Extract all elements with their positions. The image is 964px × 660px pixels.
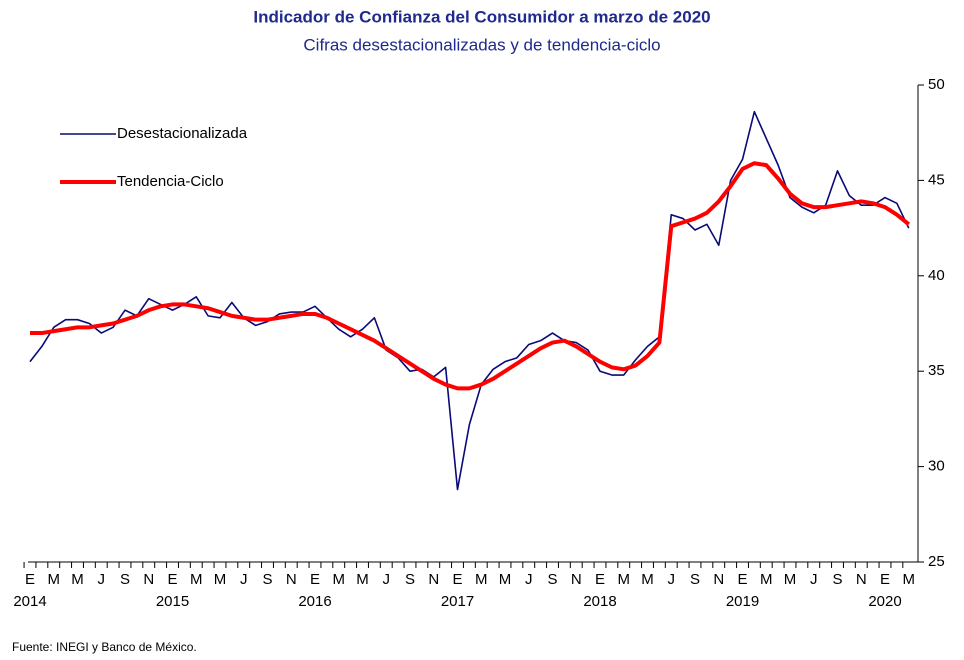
x-tick-label: M bbox=[356, 571, 369, 588]
x-tick-label: M bbox=[903, 571, 916, 588]
x-tick-label: M bbox=[784, 571, 797, 588]
x-tick-label: E bbox=[880, 571, 890, 588]
x-tick-label: E bbox=[452, 571, 462, 588]
x-tick-label: N bbox=[428, 571, 439, 588]
year-label: 2019 bbox=[726, 593, 759, 610]
x-tick-label: M bbox=[48, 571, 61, 588]
x-tick-label: M bbox=[499, 571, 512, 588]
x-tick-label: M bbox=[475, 571, 488, 588]
year-label: 2015 bbox=[156, 593, 189, 610]
x-tick-label: E bbox=[595, 571, 605, 588]
x-tick-label: N bbox=[856, 571, 867, 588]
x-tick-label: J bbox=[525, 571, 533, 588]
x-tick-label: N bbox=[571, 571, 582, 588]
x-tick-label: J bbox=[383, 571, 391, 588]
x-tick-label: S bbox=[690, 571, 700, 588]
x-tick-label: M bbox=[333, 571, 346, 588]
x-tick-label: S bbox=[262, 571, 272, 588]
x-tick-label: E bbox=[310, 571, 320, 588]
y-tick-label: 40 bbox=[928, 267, 945, 284]
x-tick-label: S bbox=[120, 571, 130, 588]
year-label: 2014 bbox=[13, 593, 46, 610]
y-tick-label: 45 bbox=[928, 171, 945, 188]
x-tick-label: J bbox=[98, 571, 106, 588]
x-tick-label: E bbox=[737, 571, 747, 588]
x-tick-label: N bbox=[286, 571, 297, 588]
series-line bbox=[30, 161, 911, 391]
year-label: 2018 bbox=[583, 593, 616, 610]
x-tick-label: M bbox=[641, 571, 654, 588]
x-tick-label: N bbox=[143, 571, 154, 588]
chart-title: Indicador de Confianza del Consumidor a … bbox=[253, 7, 710, 26]
chart-subtitle: Cifras desestacionalizadas y de tendenci… bbox=[303, 35, 660, 54]
x-tick-label: E bbox=[25, 571, 35, 588]
year-label: 2020 bbox=[868, 593, 901, 610]
x-tick-label: J bbox=[810, 571, 818, 588]
x-tick-label: M bbox=[618, 571, 631, 588]
x-tick-label: J bbox=[240, 571, 248, 588]
x-tick-label: J bbox=[668, 571, 676, 588]
x-tick-label: S bbox=[547, 571, 557, 588]
year-label: 2017 bbox=[441, 593, 474, 610]
x-tick-label: M bbox=[760, 571, 773, 588]
x-tick-label: M bbox=[71, 571, 84, 588]
y-tick-label: 50 bbox=[928, 76, 945, 93]
y-tick-label: 25 bbox=[928, 553, 945, 570]
source-note: Fuente: INEGI y Banco de México. bbox=[12, 640, 197, 654]
x-tick-label: E bbox=[167, 571, 177, 588]
series-line bbox=[29, 110, 910, 491]
legend-label: Tendencia-Ciclo bbox=[117, 173, 224, 190]
x-tick-label: N bbox=[713, 571, 724, 588]
legend-label: Desestacionalizada bbox=[117, 125, 248, 142]
year-label: 2016 bbox=[298, 593, 331, 610]
x-tick-label: M bbox=[190, 571, 203, 588]
y-tick-label: 35 bbox=[928, 362, 945, 379]
x-tick-label: S bbox=[832, 571, 842, 588]
y-tick-label: 30 bbox=[928, 458, 945, 475]
x-tick-label: S bbox=[405, 571, 415, 588]
x-tick-label: M bbox=[214, 571, 227, 588]
